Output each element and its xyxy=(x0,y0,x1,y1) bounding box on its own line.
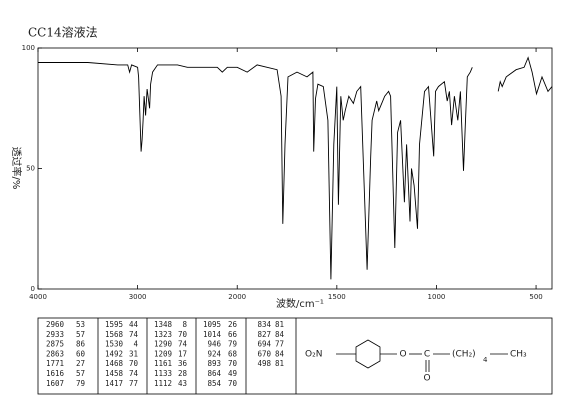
peak-wavenumber: 2933 xyxy=(46,330,64,339)
peak-wavenumber: 864 xyxy=(207,369,221,378)
structure-label: CH₃ xyxy=(510,350,527,360)
peak-intensity: 36 xyxy=(178,359,188,368)
peak-intensity: 77 xyxy=(129,379,138,388)
x-tick-label: 500 xyxy=(529,293,542,301)
y-tick-label: 50 xyxy=(26,165,35,173)
peak-wavenumber: 1209 xyxy=(154,349,172,358)
x-tick-label: 1500 xyxy=(328,293,346,301)
peak-intensity: 74 xyxy=(129,330,139,339)
peak-intensity: 70 xyxy=(228,359,238,368)
peak-intensity: 86 xyxy=(76,340,86,349)
peak-intensity: 70 xyxy=(178,330,188,339)
plot-frame xyxy=(37,47,553,290)
peak-wavenumber: 1417 xyxy=(105,379,123,388)
y-tick-label: 0 xyxy=(31,285,35,293)
chart-title: CC14溶液法 xyxy=(28,25,98,40)
peak-intensity: 26 xyxy=(228,320,238,329)
peak-wavenumber: 2875 xyxy=(46,340,64,349)
peak-intensity: 84 xyxy=(275,349,285,358)
x-tick-label: 3000 xyxy=(129,293,147,301)
peak-intensity: 74 xyxy=(129,369,139,378)
peak-intensity: 70 xyxy=(129,359,139,368)
peak-intensity: 31 xyxy=(129,349,138,358)
peak-intensity: 79 xyxy=(228,340,237,349)
x-tick-label: 2000 xyxy=(228,293,246,301)
x-tick-label: 1000 xyxy=(428,293,446,301)
peak-wavenumber: 2863 xyxy=(46,349,64,358)
peak-intensity: 81 xyxy=(275,359,284,368)
peak-wavenumber: 694 xyxy=(257,340,271,349)
peak-intensity: 66 xyxy=(228,330,238,339)
peak-wavenumber: 1095 xyxy=(203,320,221,329)
peak-intensity: 44 xyxy=(129,320,139,329)
peak-intensity: 74 xyxy=(178,340,188,349)
peak-wavenumber: 1492 xyxy=(105,349,123,358)
peak-intensity: 81 xyxy=(275,320,284,329)
peak-intensity: 57 xyxy=(76,369,85,378)
peak-wavenumber: 1468 xyxy=(105,359,124,368)
peak-intensity: 49 xyxy=(228,369,237,378)
peak-wavenumber: 1323 xyxy=(154,330,172,339)
peak-intensity: 68 xyxy=(228,349,238,358)
structure-label: C xyxy=(424,350,430,360)
structure-label: 4 xyxy=(483,356,488,364)
peak-wavenumber: 498 xyxy=(257,359,271,368)
peak-wavenumber: 924 xyxy=(207,349,221,358)
peak-wavenumber: 1161 xyxy=(154,359,172,368)
x-tick-label: 4000 xyxy=(29,293,47,301)
peak-intensity: 8 xyxy=(182,320,187,329)
peak-wavenumber: 1133 xyxy=(154,369,172,378)
peak-wavenumber: 670 xyxy=(257,349,271,358)
structure-label: (CH₂) xyxy=(452,350,476,360)
peak-wavenumber: 1771 xyxy=(46,359,64,368)
x-axis-label: 波数/cm⁻¹ xyxy=(276,297,324,310)
peak-intensity: 70 xyxy=(228,379,238,388)
peak-wavenumber: 1112 xyxy=(154,379,172,388)
peak-wavenumber: 1568 xyxy=(105,330,124,339)
structure-label: O xyxy=(423,374,430,384)
peak-wavenumber: 834 xyxy=(257,320,271,329)
structure-bonds xyxy=(336,339,508,372)
peak-wavenumber: 1290 xyxy=(154,340,173,349)
peak-wavenumber: 827 xyxy=(257,330,271,339)
peak-wavenumber: 1530 xyxy=(105,340,124,349)
peak-wavenumber: 1014 xyxy=(203,330,222,339)
peak-intensity: 27 xyxy=(76,359,85,368)
spectrum-line xyxy=(38,56,553,280)
peak-wavenumber: 1595 xyxy=(105,320,123,329)
peak-intensity: 57 xyxy=(76,330,85,339)
y-tick-label: 100 xyxy=(22,44,35,52)
peak-wavenumber: 946 xyxy=(207,340,221,349)
table-frame xyxy=(37,317,553,395)
peak-wavenumber: 1616 xyxy=(46,369,65,378)
peak-wavenumber: 854 xyxy=(207,379,221,388)
peak-intensity: 84 xyxy=(275,330,285,339)
peak-wavenumber: 893 xyxy=(207,359,221,368)
peak-intensity: 28 xyxy=(178,369,188,378)
peak-intensity: 79 xyxy=(76,379,85,388)
peak-wavenumber: 1607 xyxy=(46,379,64,388)
peak-intensity: 4 xyxy=(133,340,138,349)
peak-intensity: 17 xyxy=(178,349,187,358)
y-axis-label: 透过率/% xyxy=(10,147,23,190)
peak-intensity: 60 xyxy=(76,349,86,358)
structure-label: O₂N xyxy=(305,350,322,360)
peak-intensity: 77 xyxy=(275,340,284,349)
peak-intensity: 43 xyxy=(178,379,187,388)
peak-wavenumber: 1458 xyxy=(105,369,124,378)
peak-wavenumber: 2960 xyxy=(46,320,65,329)
structure-label: O xyxy=(399,350,406,360)
peak-wavenumber: 1348 xyxy=(154,320,173,329)
peak-intensity: 53 xyxy=(76,320,85,329)
